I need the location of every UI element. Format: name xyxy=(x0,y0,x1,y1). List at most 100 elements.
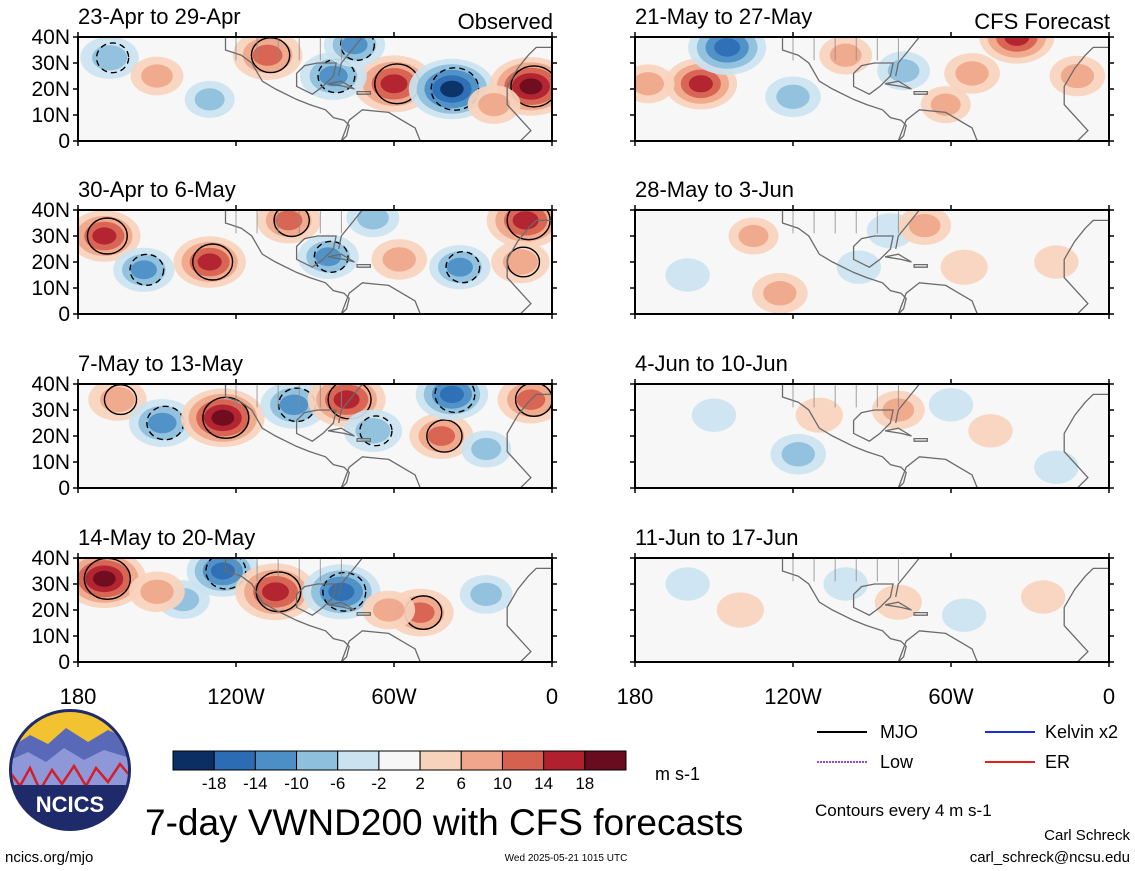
coastline xyxy=(338,558,363,598)
anomaly-shading xyxy=(781,442,815,467)
logo-text: NCICS xyxy=(36,792,104,817)
colorbar-label: -6 xyxy=(330,774,345,793)
coastline xyxy=(224,558,350,662)
coastline xyxy=(340,456,421,488)
x-tick-label: 180 xyxy=(60,684,97,709)
y-tick-label: 10N xyxy=(31,451,70,474)
ncics-logo: NCICS xyxy=(9,709,131,831)
coastline xyxy=(295,583,337,616)
anomaly-shading xyxy=(1034,245,1079,279)
coastline xyxy=(897,109,978,141)
coastline xyxy=(885,80,912,90)
anomaly-shading xyxy=(512,211,539,230)
y-tick-label: 40N xyxy=(31,373,70,396)
anomaly-shading xyxy=(716,592,764,628)
anomaly-shading xyxy=(140,579,174,604)
mjo-contour xyxy=(359,415,393,447)
y-tick-label: 0 xyxy=(58,303,70,326)
anomaly-shading xyxy=(968,414,1013,448)
anomaly-shading xyxy=(471,437,502,461)
colorbar-label: -2 xyxy=(371,774,386,793)
anomaly-shading xyxy=(210,562,235,580)
anomaly-shading xyxy=(380,74,408,94)
anomaly-shading xyxy=(274,210,303,231)
mjo-contour xyxy=(339,37,376,61)
x-tick-label: 120W xyxy=(764,684,822,709)
colorbar-segment xyxy=(172,750,215,771)
coastline xyxy=(913,611,928,616)
panel-period-title: 14-May to 20-May xyxy=(78,525,255,550)
mjo-contour xyxy=(434,384,476,414)
mjo-contour xyxy=(95,42,130,74)
coastline xyxy=(328,427,355,437)
anomaly-shading xyxy=(941,598,987,632)
anomaly-shading xyxy=(940,249,988,285)
y-tick-label: 20N xyxy=(31,425,70,448)
author-name: Carl Schreck xyxy=(1044,827,1130,844)
coastline xyxy=(1063,567,1109,662)
colorbar-label: 14 xyxy=(534,774,553,793)
colorbar-segment xyxy=(296,750,339,771)
anomaly-shading xyxy=(197,253,222,271)
anomaly-shading xyxy=(829,43,862,67)
anomaly-shading xyxy=(1034,450,1079,484)
anomaly-shading xyxy=(688,75,713,93)
coastline xyxy=(897,630,978,662)
coastline xyxy=(895,384,920,424)
mjo-contour xyxy=(510,65,552,108)
colorbar-label: 2 xyxy=(415,774,424,793)
anomaly-shading xyxy=(92,570,116,587)
x-tick-label: 120W xyxy=(207,684,265,709)
anomaly-shading xyxy=(357,210,389,230)
coastline xyxy=(1063,393,1109,488)
colorbar-label: 18 xyxy=(575,774,594,793)
panel-period-title: 21-May to 27-May xyxy=(635,4,812,29)
legend: MJO Kelvin x2 Low ER xyxy=(817,722,1118,772)
coastline xyxy=(295,62,337,95)
colorbar-segment xyxy=(584,750,627,771)
anomaly-shading xyxy=(211,409,235,426)
panel-period-title: 28-May to 3-Jun xyxy=(635,177,794,202)
coastline xyxy=(885,601,912,611)
coastline xyxy=(356,263,371,268)
legend-label-kelvin: Kelvin x2 xyxy=(1045,722,1118,742)
anomaly-shading xyxy=(382,247,416,272)
anomaly-shading xyxy=(470,582,503,607)
coastline xyxy=(781,210,907,314)
anomaly-shading xyxy=(823,567,868,601)
coastline xyxy=(506,46,552,141)
panel-forecast-3: 4-Jun to 10-Jun xyxy=(630,351,1114,493)
anomaly-shading xyxy=(738,224,769,248)
coastline xyxy=(852,235,894,268)
y-tick-label: 0 xyxy=(58,651,70,674)
coastline xyxy=(852,62,894,95)
coastline xyxy=(340,282,421,314)
legend-label-low: Low xyxy=(880,752,914,772)
anomaly-shading xyxy=(635,72,665,96)
anomaly-shading xyxy=(714,38,741,57)
mjo-contour xyxy=(205,558,247,590)
coastline xyxy=(781,37,907,141)
coastline xyxy=(224,210,350,314)
panel-forecast-4: 11-Jun to 17-Jun xyxy=(630,525,1114,667)
anomaly-shading xyxy=(147,412,177,434)
x-tick-label: 60W xyxy=(371,684,416,709)
coastline xyxy=(1063,219,1109,314)
y-tick-label: 30N xyxy=(31,573,70,596)
legend-label-mjo: MJO xyxy=(880,722,918,742)
anomaly-shading xyxy=(502,249,538,275)
anomaly-shading xyxy=(928,388,974,422)
anomaly-shading xyxy=(795,397,843,433)
forecast-label: CFS Forecast xyxy=(974,9,1110,34)
anomaly-shading xyxy=(519,78,543,95)
y-tick-label: 20N xyxy=(31,251,70,274)
anomaly-shading xyxy=(776,84,810,109)
units-label: m s-1 xyxy=(655,764,700,784)
colorbar-segment xyxy=(460,750,503,771)
coastline xyxy=(885,427,912,437)
x-tick-label: 0 xyxy=(546,684,558,709)
anomaly-shading xyxy=(836,250,882,284)
anomaly-shading xyxy=(1020,580,1066,614)
anomaly-shading xyxy=(665,567,710,601)
